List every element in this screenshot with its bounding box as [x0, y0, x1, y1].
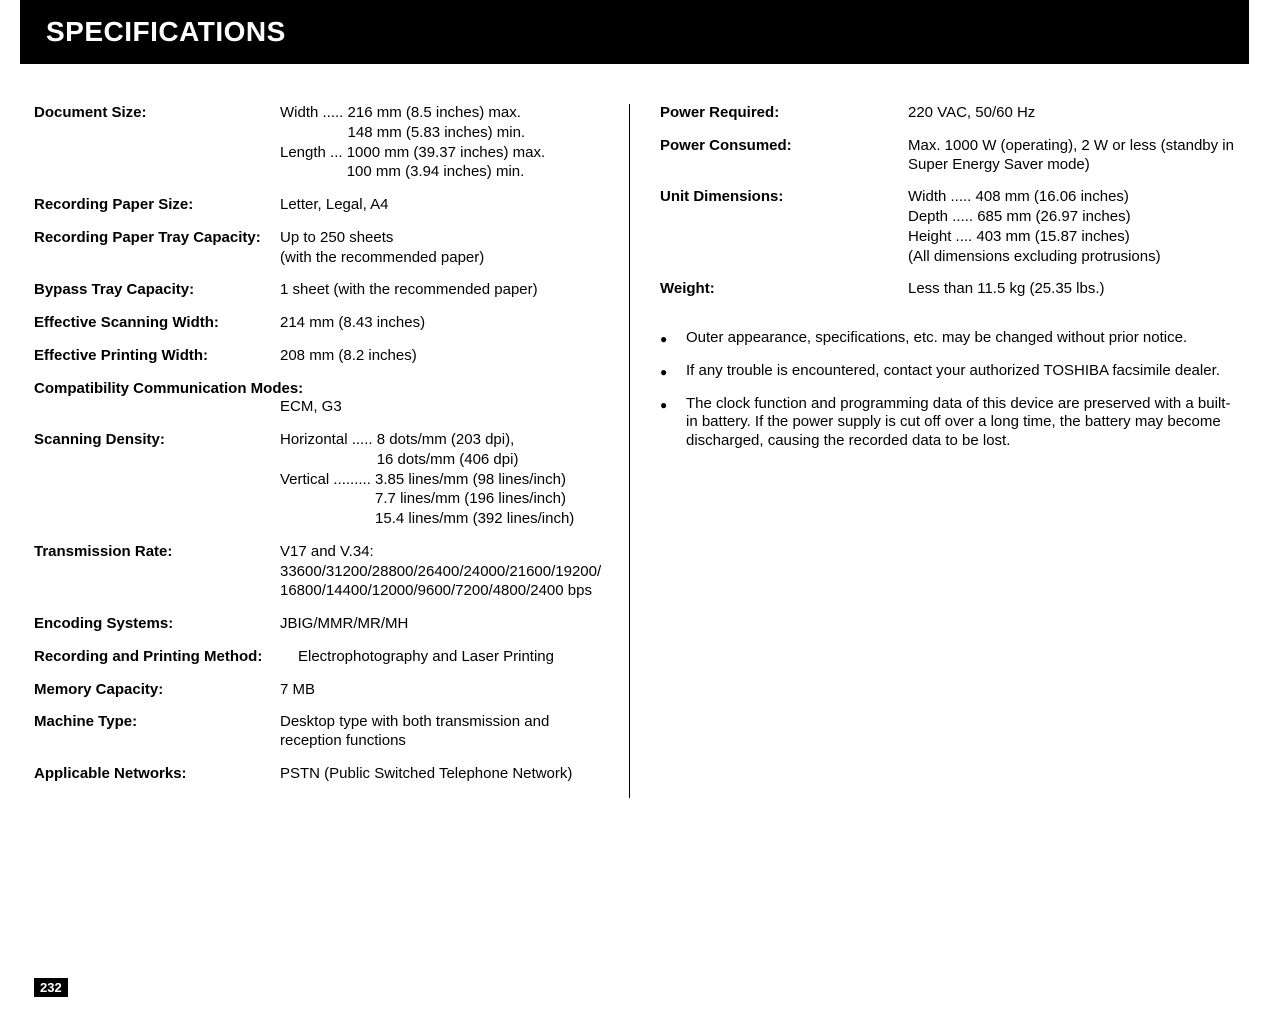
- line: Height .... 403 mm (15.87 inches): [908, 228, 1235, 247]
- bullet-icon: [660, 362, 686, 381]
- spec-label: Effective Printing Width:: [34, 347, 280, 366]
- spec-document-size: Document Size: Width ..... 216 mm (8.5 i…: [34, 104, 609, 182]
- spec-label: Scanning Density:: [34, 431, 280, 529]
- spec-label: Recording and Printing Method:: [34, 648, 298, 667]
- sub-val: 15.4 lines/mm (392 lines/inch): [375, 510, 609, 529]
- sub-val: 148 mm (5.83 inches) min.: [348, 124, 609, 143]
- spec-transmission-rate: Transmission Rate: V17 and V.34: 33600/3…: [34, 543, 609, 601]
- sub-val: 7.7 lines/mm (196 lines/inch): [375, 490, 609, 509]
- spec-label: Power Consumed:: [660, 137, 908, 175]
- bullet-text: The clock function and programming data …: [686, 395, 1235, 451]
- spec-machine-type: Machine Type: Desktop type with both tra…: [34, 713, 609, 751]
- spec-label: Compatibility Communication Modes:: [34, 380, 609, 399]
- line: (All dimensions excluding protrusions): [908, 248, 1235, 267]
- spec-value: Horizontal ..... 8 dots/mm (203 dpi), Ho…: [280, 431, 609, 529]
- spec-value: Electrophotography and Laser Printing: [298, 648, 609, 667]
- spec-value: 208 mm (8.2 inches): [280, 347, 609, 366]
- spec-value: Width ..... 408 mm (16.06 inches) Depth …: [908, 188, 1235, 266]
- spec-label: Weight:: [660, 280, 908, 299]
- spec-label: Document Size:: [34, 104, 280, 182]
- spec-label: Bypass Tray Capacity:: [34, 281, 280, 300]
- spec-label: Unit Dimensions:: [660, 188, 908, 266]
- spec-applicable-networks: Applicable Networks: PSTN (Public Switch…: [34, 765, 609, 784]
- line: 33600/31200/28800/26400/24000/21600/1920…: [280, 563, 609, 582]
- spec-value: Width ..... 216 mm (8.5 inches) max. Wid…: [280, 104, 609, 182]
- spec-power-required: Power Required: 220 VAC, 50/60 Hz: [660, 104, 1235, 123]
- bullet-item: Outer appearance, specifications, etc. m…: [660, 329, 1235, 348]
- spec-label: Encoding Systems:: [34, 615, 280, 634]
- line: Up to 250 sheets: [280, 229, 609, 248]
- specifications-page: SPECIFICATIONS Document Size: Width ....…: [0, 0, 1269, 1017]
- sub-val: 16 dots/mm (406 dpi): [377, 451, 609, 470]
- sub-key: Length ...: [280, 144, 347, 163]
- spec-unit-dimensions: Unit Dimensions: Width ..... 408 mm (16.…: [660, 188, 1235, 266]
- spec-value: PSTN (Public Switched Telephone Network): [280, 765, 609, 784]
- bullet-text: If any trouble is encountered, contact y…: [686, 362, 1235, 381]
- sub-val: 8 dots/mm (203 dpi),: [377, 431, 609, 450]
- sub-val: 1000 mm (39.37 inches) max.: [347, 144, 609, 163]
- notice-bullets: Outer appearance, specifications, etc. m…: [660, 329, 1235, 451]
- spec-value: Less than 11.5 kg (25.35 lbs.): [908, 280, 1235, 299]
- spec-recording-tray-capacity: Recording Paper Tray Capacity: Up to 250…: [34, 229, 609, 268]
- spec-value: Desktop type with both transmission and …: [280, 713, 609, 751]
- line: (with the recommended paper): [280, 249, 609, 268]
- spec-recording-paper-size: Recording Paper Size: Letter, Legal, A4: [34, 196, 609, 215]
- spec-bypass-tray: Bypass Tray Capacity: 1 sheet (with the …: [34, 281, 609, 300]
- spec-printing-width: Effective Printing Width: 208 mm (8.2 in…: [34, 347, 609, 366]
- line: Width ..... 408 mm (16.06 inches): [908, 188, 1235, 207]
- spec-value: Up to 250 sheets (with the recommended p…: [280, 229, 609, 268]
- bullet-item: The clock function and programming data …: [660, 395, 1235, 451]
- sub-val: 3.85 lines/mm (98 lines/inch): [375, 471, 609, 490]
- spec-power-consumed: Power Consumed: Max. 1000 W (operating),…: [660, 137, 1235, 175]
- spec-recording-printing-method: Recording and Printing Method: Electroph…: [34, 648, 609, 667]
- sub-key: Vertical .........: [280, 471, 375, 490]
- spec-value: 220 VAC, 50/60 Hz: [908, 104, 1235, 123]
- spec-value: JBIG/MMR/MR/MH: [280, 615, 609, 634]
- right-column: Power Required: 220 VAC, 50/60 Hz Power …: [629, 104, 1235, 798]
- spec-label: Machine Type:: [34, 713, 280, 751]
- spec-label: Recording Paper Size:: [34, 196, 280, 215]
- spec-scanning-width: Effective Scanning Width: 214 mm (8.43 i…: [34, 314, 609, 333]
- spec-value: Max. 1000 W (operating), 2 W or less (st…: [908, 137, 1235, 175]
- sub-key: Horizontal .....: [280, 431, 377, 450]
- page-title: SPECIFICATIONS: [20, 0, 1249, 64]
- spec-value: 1 sheet (with the recommended paper): [280, 281, 609, 300]
- line: 16800/14400/12000/9600/7200/4800/2400 bp…: [280, 582, 609, 601]
- spec-label: Transmission Rate:: [34, 543, 280, 601]
- spec-value: Letter, Legal, A4: [280, 196, 609, 215]
- sub-key: Width .....: [280, 104, 348, 123]
- spec-label: Effective Scanning Width:: [34, 314, 280, 333]
- spec-memory-capacity: Memory Capacity: 7 MB: [34, 681, 609, 700]
- spec-label: Memory Capacity:: [34, 681, 280, 700]
- left-column: Document Size: Width ..... 216 mm (8.5 i…: [34, 104, 629, 798]
- bullet-icon: [660, 329, 686, 348]
- line: Depth ..... 685 mm (26.97 inches): [908, 208, 1235, 227]
- line: V17 and V.34:: [280, 543, 609, 562]
- sub-val: 216 mm (8.5 inches) max.: [348, 104, 609, 123]
- spec-columns: Document Size: Width ..... 216 mm (8.5 i…: [20, 104, 1249, 798]
- spec-label: Applicable Networks:: [34, 765, 280, 784]
- spec-weight: Weight: Less than 11.5 kg (25.35 lbs.): [660, 280, 1235, 299]
- bullet-text: Outer appearance, specifications, etc. m…: [686, 329, 1235, 348]
- sub-val: 100 mm (3.94 inches) min.: [347, 163, 609, 182]
- page-number: 232: [34, 978, 68, 997]
- spec-scanning-density: Scanning Density: Horizontal ..... 8 dot…: [34, 431, 609, 529]
- bullet-icon: [660, 395, 686, 451]
- spec-label: Power Required:: [660, 104, 908, 123]
- spec-value: 214 mm (8.43 inches): [280, 314, 609, 333]
- spec-value: 7 MB: [280, 681, 609, 700]
- bullet-item: If any trouble is encountered, contact y…: [660, 362, 1235, 381]
- spec-value: V17 and V.34: 33600/31200/28800/26400/24…: [280, 543, 609, 601]
- spec-compat-modes: Compatibility Communication Modes: ECM, …: [34, 380, 609, 418]
- spec-value: ECM, G3: [280, 398, 609, 417]
- spec-label: Recording Paper Tray Capacity:: [34, 229, 280, 268]
- spec-encoding-systems: Encoding Systems: JBIG/MMR/MR/MH: [34, 615, 609, 634]
